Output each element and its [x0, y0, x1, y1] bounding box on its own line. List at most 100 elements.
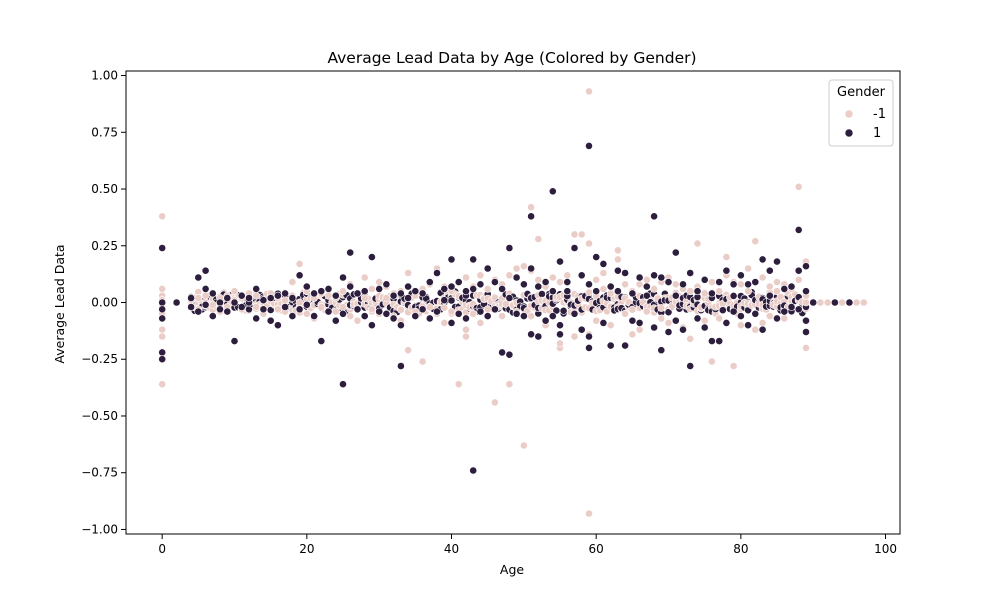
scatter-point-gender-pos1 — [216, 298, 224, 307]
scatter-point-gender-pos1 — [447, 318, 456, 327]
scatter-point-gender-pos1 — [331, 316, 340, 325]
scatter-point-gender-pos1 — [715, 337, 724, 345]
scatter-point-gender-pos1 — [556, 321, 564, 330]
scatter-point-gender-pos1 — [679, 280, 687, 289]
scatter-point-gender-neg1 — [490, 398, 499, 407]
scatter-point-gender-pos1 — [201, 266, 210, 275]
scatter-point-gender-pos1 — [259, 305, 268, 314]
scatter-point-gender-pos1 — [512, 309, 521, 318]
scatter-point-gender-neg1 — [686, 334, 695, 343]
scatter-point-gender-neg1 — [628, 330, 637, 339]
scatter-point-gender-pos1 — [194, 273, 203, 282]
scatter-point-gender-neg1 — [614, 246, 622, 255]
scatter-point-gender-pos1 — [498, 284, 506, 293]
scatter-point-gender-neg1 — [194, 294, 203, 302]
scatter-point-gender-pos1 — [404, 294, 412, 302]
scatter-point-gender-pos1 — [310, 289, 318, 298]
scatter-point-gender-pos1 — [794, 266, 803, 275]
scatter-point-gender-pos1 — [585, 343, 593, 352]
scatter-point-gender-neg1 — [838, 298, 846, 307]
scatter-point-gender-neg1 — [382, 294, 391, 302]
scatter-point-gender-neg1 — [158, 325, 167, 334]
scatter-point-gender-pos1 — [577, 271, 586, 280]
scatter-point-gender-neg1 — [794, 275, 803, 284]
scatter-point-gender-neg1 — [686, 287, 695, 296]
scatter-point-gender-pos1 — [671, 316, 680, 325]
scatter-point-gender-pos1 — [751, 309, 760, 318]
scatter-point-gender-pos1 — [353, 289, 362, 298]
scatter-point-gender-pos1 — [758, 255, 767, 264]
scatter-point-gender-pos1 — [614, 287, 622, 296]
scatter-point-gender-neg1 — [802, 343, 810, 352]
scatter-point-gender-pos1 — [505, 350, 514, 359]
scatter-point-gender-neg1 — [773, 287, 781, 296]
scatter-point-gender-neg1 — [483, 305, 492, 314]
scatter-point-gender-pos1 — [802, 287, 810, 296]
plot-area — [158, 87, 868, 518]
band-point — [559, 306, 568, 315]
scatter-point-gender-pos1 — [367, 321, 376, 330]
y-tick-label: 0.00 — [91, 296, 118, 310]
scatter-point-gender-neg1 — [440, 318, 449, 327]
scatter-point-gender-pos1 — [483, 312, 492, 320]
scatter-point-gender-neg1 — [671, 280, 680, 289]
scatter-point-gender-neg1 — [751, 325, 760, 334]
scatter-point-gender-neg1 — [765, 282, 774, 291]
scatter-point-gender-pos1 — [172, 298, 181, 307]
scatter-point-gender-neg1 — [302, 309, 311, 318]
scatter-point-gender-pos1 — [845, 298, 854, 307]
scatter-point-gender-neg1 — [592, 316, 601, 325]
scatter-point-gender-pos1 — [563, 278, 572, 286]
scatter-point-gender-pos1 — [642, 291, 651, 300]
scatter-point-gender-pos1 — [505, 294, 514, 302]
scatter-point-gender-neg1 — [505, 271, 514, 280]
scatter-point-gender-neg1 — [592, 275, 601, 284]
scatter-point-gender-neg1 — [295, 259, 304, 268]
band-point — [664, 308, 673, 317]
chart-title: Average Lead Data by Age (Colored by Gen… — [327, 49, 696, 67]
scatter-point-gender-pos1 — [266, 294, 275, 302]
scatter-point-gender-pos1 — [469, 466, 478, 475]
x-axis-label: Age — [500, 562, 524, 577]
scatter-point-gender-pos1 — [780, 284, 789, 293]
scatter-point-gender-pos1 — [729, 307, 738, 316]
scatter-point-gender-neg1 — [281, 296, 289, 305]
scatter-point-gender-neg1 — [339, 287, 347, 296]
x-tick-label: 100 — [874, 542, 897, 556]
scatter-point-gender-neg1 — [780, 314, 789, 323]
scatter-point-gender-neg1 — [476, 271, 485, 280]
scatter-point-gender-neg1 — [606, 321, 615, 330]
scatter-point-gender-pos1 — [708, 337, 716, 345]
scatter-point-gender-pos1 — [577, 325, 586, 334]
scatter-point-gender-neg1 — [346, 312, 355, 320]
legend-marker — [844, 128, 854, 138]
scatter-point-gender-pos1 — [548, 287, 557, 296]
scatter-point-gender-neg1 — [252, 291, 261, 300]
scatter-point-gender-pos1 — [490, 278, 499, 286]
scatter-point-gender-neg1 — [859, 298, 868, 307]
scatter-point-gender-pos1 — [780, 307, 789, 316]
scatter-point-gender-pos1 — [425, 278, 434, 286]
scatter-point-gender-pos1 — [208, 312, 217, 320]
band-point — [657, 304, 666, 312]
scatter-point-gender-neg1 — [462, 325, 470, 334]
scatter-point-gender-pos1 — [483, 264, 492, 273]
band-point — [802, 298, 810, 307]
scatter-point-gender-pos1 — [642, 282, 651, 291]
x-tick-label: 80 — [733, 542, 748, 556]
scatter-point-gender-pos1 — [534, 332, 543, 341]
scatter-point-gender-pos1 — [187, 294, 195, 302]
scatter-point-gender-neg1 — [708, 278, 716, 286]
scatter-point-gender-neg1 — [375, 278, 384, 286]
scatter-point-gender-pos1 — [295, 305, 304, 314]
scatter-point-gender-pos1 — [527, 264, 535, 273]
scatter-point-gender-pos1 — [158, 298, 167, 307]
legend-marker — [844, 109, 854, 119]
scatter-point-gender-pos1 — [802, 262, 810, 271]
scatter-point-gender-pos1 — [592, 253, 601, 261]
scatter-point-gender-neg1 — [520, 441, 528, 450]
scatter-point-gender-neg1 — [614, 255, 622, 264]
scatter-point-gender-pos1 — [339, 273, 347, 282]
scatter-point-gender-pos1 — [700, 323, 709, 332]
